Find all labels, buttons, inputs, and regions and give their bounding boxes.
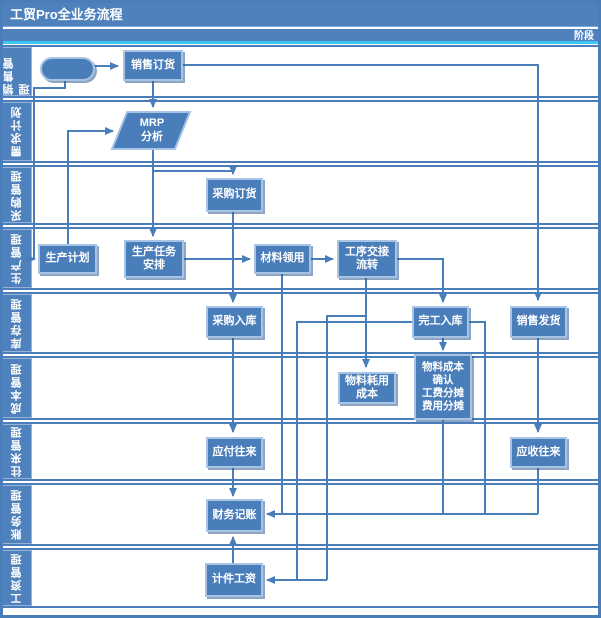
lane-sales: 销售管理 [2,45,599,98]
node-payables[interactable]: 应付往来 [206,437,263,468]
node-production-plan[interactable]: 生产计划 [38,244,97,274]
edge-sales-order-to-sales-delivery [183,64,542,301]
edge-mrp-to-purchase-order [153,166,237,175]
stage-header: 阶段 [2,29,599,44]
edge-production-plan-to-mrp [67,127,114,244]
node-sales-order[interactable]: 销售订货 [123,50,183,81]
node-sales-delivery[interactable]: 销售发货 [510,306,567,338]
node-bookkeeping[interactable]: 财务记账 [206,499,263,532]
node-material-requisition[interactable]: 材料领用 [254,244,311,274]
edge-start-to-production-plan [27,81,66,263]
edge-process-handover-to-piecework-branch [326,315,366,580]
node-piecework-wage[interactable]: 计件工资 [205,563,263,597]
lane-ar-ap: 往来管理 [2,422,599,481]
edge-completion-receipt-to-piecework-branch [296,321,412,580]
edge-completion-receipt-to-bookkeeping-branch [469,321,486,514]
node-production-task[interactable]: 生产任务 安排 [124,240,184,278]
node-cost-confirmation[interactable]: 物料成本 确认 工费分摊 费用分摊 [414,354,472,420]
node-completion-receipt[interactable]: 完工入库 [412,306,469,338]
node-purchase-receipt[interactable]: 采购入库 [206,306,263,338]
node-process-handover[interactable]: 工序交接 流转 [337,240,397,278]
node-receivables[interactable]: 应收往来 [510,437,567,468]
lane-payroll: 工资管理 [2,548,599,608]
lane-purchasing: 采购管理 [2,165,599,225]
edge-process-handover-to-completion-receipt [397,258,447,303]
node-start[interactable] [40,57,95,81]
lane-cost: 成本管理 [2,356,599,420]
node-material-cost[interactable]: 物料耗用 成本 [338,372,396,404]
node-purchase-order[interactable]: 采购订货 [206,178,263,212]
node-mrp-analysis[interactable]: MRP 分析 [139,117,165,143]
page-title: 工贸Pro全业务流程 [2,2,599,27]
